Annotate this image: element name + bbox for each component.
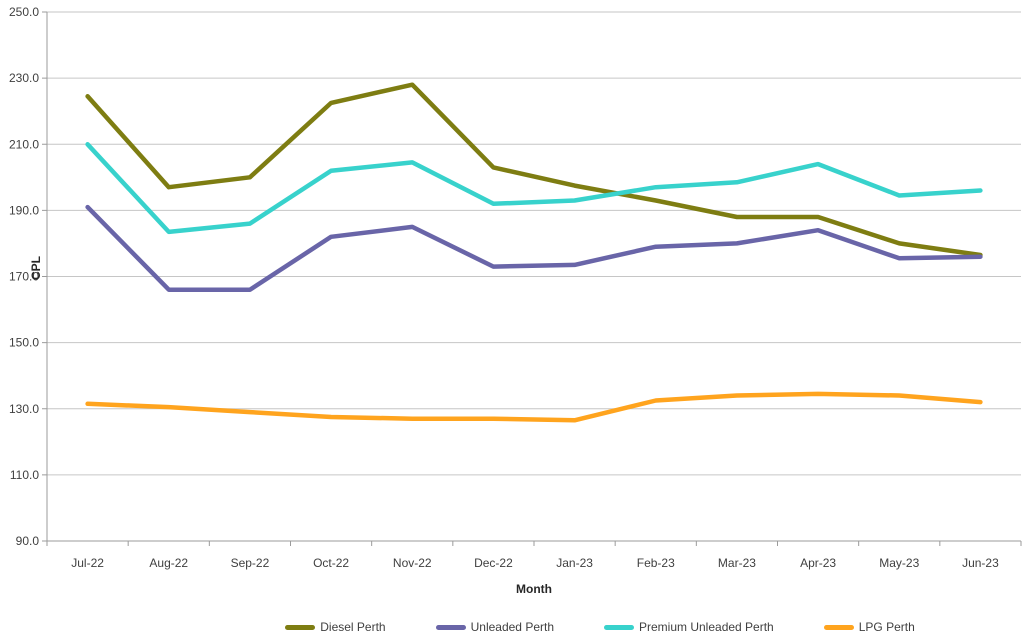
y-tick-label: 130.0 — [9, 402, 39, 416]
y-tick-label: 170.0 — [9, 270, 39, 284]
y-tick-label: 210.0 — [9, 137, 39, 151]
y-tick-label: 110.0 — [10, 468, 39, 482]
legend-item-unleaded-perth: Unleaded Perth — [435, 620, 554, 634]
legend-item-lpg-perth: LPG Perth — [823, 620, 915, 634]
series-line-lpg-perth — [85, 391, 983, 423]
x-tick-label: Nov-22 — [393, 556, 432, 570]
x-tick-label: Jul-22 — [71, 556, 104, 570]
x-tick-label: Sep-22 — [231, 556, 270, 570]
x-tick-label: Jun-23 — [962, 556, 999, 570]
y-axis-title: CPL — [29, 256, 43, 280]
legend-label-lpg-perth: LPG Perth — [858, 620, 915, 634]
y-tick-label: 150.0 — [9, 336, 39, 350]
legend-swatch-diesel-perth — [285, 624, 316, 630]
x-tick-label: Aug-22 — [149, 556, 188, 570]
legend-label-unleaded-perth: Unleaded Perth — [470, 620, 554, 634]
x-tick-label: Mar-23 — [718, 556, 756, 570]
x-axis-title: Month — [516, 582, 552, 596]
x-tick-label: Apr-23 — [800, 556, 836, 570]
series-line-diesel-perth — [85, 82, 983, 258]
x-tick-label: Oct-22 — [313, 556, 349, 570]
x-tick-label: May-23 — [879, 556, 919, 570]
y-tick-label: 90.0 — [16, 534, 40, 548]
legend-item-diesel-perth: Diesel Perth — [285, 620, 386, 634]
legend-swatch-lpg-perth — [823, 624, 854, 630]
legend: Diesel Perth Unleaded Perth Premium Unlead… — [88, 620, 1024, 634]
legend-label-premium-unleaded-perth: Premium Unleaded Perth — [639, 620, 774, 634]
x-tick-label: Dec-22 — [474, 556, 513, 570]
series-line-unleaded-perth — [85, 204, 983, 292]
y-tick-label: 190.0 — [9, 203, 39, 217]
y-tick-label: 230.0 — [9, 71, 39, 85]
legend-swatch-unleaded-perth — [435, 624, 466, 630]
legend-label-diesel-perth: Diesel Perth — [320, 620, 386, 634]
series-line-premium-unleaded-perth — [85, 142, 983, 235]
x-tick-label: Jan-23 — [556, 556, 593, 570]
x-tick-label: Feb-23 — [637, 556, 675, 570]
legend-item-premium-unleaded-perth: Premium Unleaded Perth — [604, 620, 774, 634]
legend-swatch-premium-unleaded-perth — [604, 624, 634, 630]
y-tick-label: 250.0 — [9, 5, 39, 19]
